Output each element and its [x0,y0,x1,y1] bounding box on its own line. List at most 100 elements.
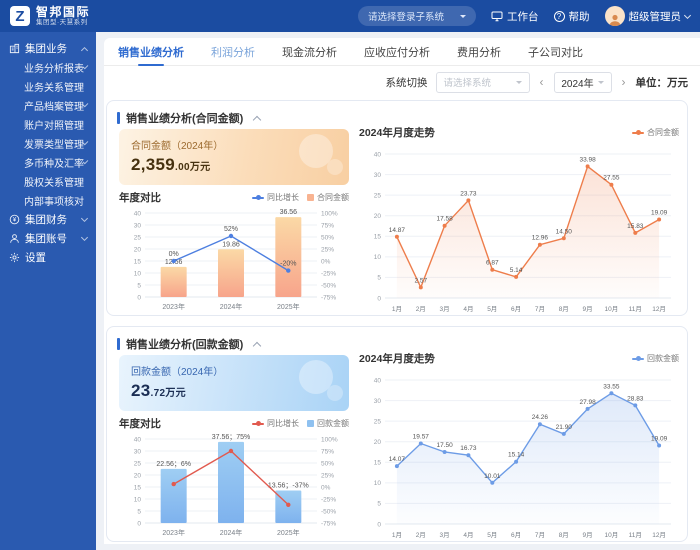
collapse-chevron-icon[interactable] [253,341,262,350]
svg-text:-75%: -75% [321,520,336,527]
legend-item[interactable]: 合同金额 [632,127,679,138]
tab-5[interactable]: 子公司对比 [528,46,583,59]
system-select[interactable]: 请选择系统 [435,71,530,93]
svg-text:15: 15 [134,258,142,265]
logo-title: 智邦国际 [36,4,91,19]
sidebar-item-label: 账户对照管理 [24,121,84,132]
svg-text:1月: 1月 [392,531,402,539]
bar-chart-title: 年度对比 [119,418,161,430]
svg-text:10.01: 10.01 [484,473,501,480]
svg-text:20: 20 [134,246,142,253]
svg-text:10月: 10月 [605,531,619,539]
sidebar-item-5[interactable]: 发票类型管理 [0,134,96,153]
svg-text:2024年: 2024年 [220,302,243,311]
caret-down-icon [597,81,604,87]
login-system-select[interactable]: 请选择登录子系统 [358,6,476,26]
sidebar-item-9[interactable]: ¥ 集团财务 [0,210,96,229]
sidebar-item-11[interactable]: 设置 [0,248,96,267]
bar-chart: 40 100% 30 75% 25 50% 20 25% 15 0% 10 -25% 5 -50% 0 -75… [119,427,349,542]
finance-icon: ¥ [9,214,22,225]
sidebar-item-4[interactable]: 账户对照管理 [0,115,96,134]
svg-text:-25%: -25% [321,496,336,503]
line-legend-icon [632,130,644,135]
svg-text:¥: ¥ [13,218,17,224]
sidebar-item-6[interactable]: 多币种及汇率 [0,153,96,172]
svg-text:2月: 2月 [416,531,426,539]
collapse-chevron-icon[interactable] [253,115,262,124]
svg-text:10月: 10月 [605,305,619,313]
sidebar-item-3[interactable]: 产品档案管理 [0,96,96,115]
section-title: 销售业绩分析(合同金额) [126,113,244,125]
prev-year-button[interactable]: ‹ [539,75,544,89]
sidebar-item-0[interactable]: 集团业务 [0,39,96,58]
svg-text:0%: 0% [169,251,179,258]
sidebar-item-1[interactable]: 业务分析报表 [0,58,96,77]
svg-text:16.73: 16.73 [460,445,477,452]
monitor-icon [491,11,503,21]
svg-text:8月: 8月 [559,531,569,539]
year-select[interactable]: 2024年 [553,71,612,93]
account-icon [9,233,22,244]
tab-2[interactable]: 现金流分析 [282,46,337,59]
svg-text:0: 0 [377,295,381,302]
login-system-placeholder: 请选择登录子系统 [368,12,445,23]
svg-text:40: 40 [134,210,142,217]
tab-0[interactable]: 销售业绩分析 [118,38,184,66]
svg-text:17.58: 17.58 [436,216,453,223]
card-decor-circle [327,159,343,175]
svg-text:11月: 11月 [629,531,642,539]
chart-legend: 回款金额 [632,353,679,364]
legend-item[interactable]: 合同金额 [307,192,349,203]
workbench-button[interactable]: 工作台 [491,9,539,24]
sidebar-item-10[interactable]: 集团账号 [0,229,96,248]
trend-chart-header: 2024年月度走势 合同金额 [359,125,679,140]
accent-bar-icon [117,112,120,124]
sidebar-item-7[interactable]: 股权关系管理 [0,172,96,191]
next-year-button[interactable]: › [621,75,626,89]
section-title: 销售业绩分析(回款金额) [126,339,244,351]
svg-text:9月: 9月 [583,531,593,539]
chevron-down-icon [80,214,89,223]
legend-item[interactable]: 回款金额 [307,418,349,429]
accent-bar-icon [117,338,120,350]
sidebar-item-8[interactable]: 内部事项核对 [0,191,96,210]
summary-card-label: 合同金额（2024年） [131,141,224,152]
svg-text:27.98: 27.98 [579,399,596,406]
svg-text:23.73: 23.73 [460,190,477,197]
tab-1[interactable]: 利润分析 [211,46,255,59]
svg-text:15: 15 [374,460,382,467]
legend-item[interactable]: 回款金额 [632,353,679,364]
svg-text:2024年: 2024年 [220,528,243,537]
svg-text:11月: 11月 [629,305,642,313]
trend-chart-title: 2024年月度走势 [359,127,435,139]
legend-item[interactable]: 同比增长 [252,418,299,429]
summary-card-label: 回款金额（2024年） [131,367,224,378]
svg-text:19.09: 19.09 [651,436,668,443]
svg-text:13.56；-37%: 13.56；-37% [268,483,309,490]
svg-text:36.56: 36.56 [280,209,298,216]
svg-text:0: 0 [137,294,141,301]
summary-column: 合同金额（2024年） 2,359.00万元 [119,129,349,185]
trend-column: 2024年月度走势 回款金额 40 30 25 20 15 10 5 0 14.07 19.57 1… [359,351,679,542]
user-menu[interactable]: 超级管理员 [604,6,692,26]
sidebar-item-label: 内部事项核对 [24,197,84,208]
sidebar-item-2[interactable]: 业务关系管理 [0,77,96,96]
svg-text:20: 20 [374,439,382,446]
help-button[interactable]: ? 帮助 [553,9,590,24]
sidebar-item-label: 业务分析报表 [24,64,84,75]
chevron-down-icon [82,158,89,165]
svg-text:25: 25 [134,460,142,467]
yearly-bar-chart: 40 100% 30 75% 25 50% 20 25% 15 0% 10 -25% 5 -50% 0 -75… [134,434,338,537]
svg-text:40: 40 [374,151,382,158]
system-switch-label: 系统切换 [385,76,428,89]
sidebar-menu: 集团业务业务分析报表业务关系管理 产品档案管理账户对照管理发票类型管理多币种及汇率… [0,39,96,267]
chevron-down-icon [683,11,692,19]
tab-4[interactable]: 费用分析 [457,46,501,59]
sidebar-item-label: 多币种及汇率 [24,159,84,170]
legend-item[interactable]: 同比增长 [252,192,299,203]
svg-text:19.86: 19.86 [222,241,240,248]
main-content: 销售业绩分析 利润分析 现金流分析 应收应付分析 费用分析 子公司对比 系统切换 请选择系… [104,38,700,544]
svg-text:-20%: -20% [280,261,296,268]
chart-legend: 同比增长 回款金额 [252,418,349,429]
tab-3[interactable]: 应收应付分析 [364,46,430,59]
